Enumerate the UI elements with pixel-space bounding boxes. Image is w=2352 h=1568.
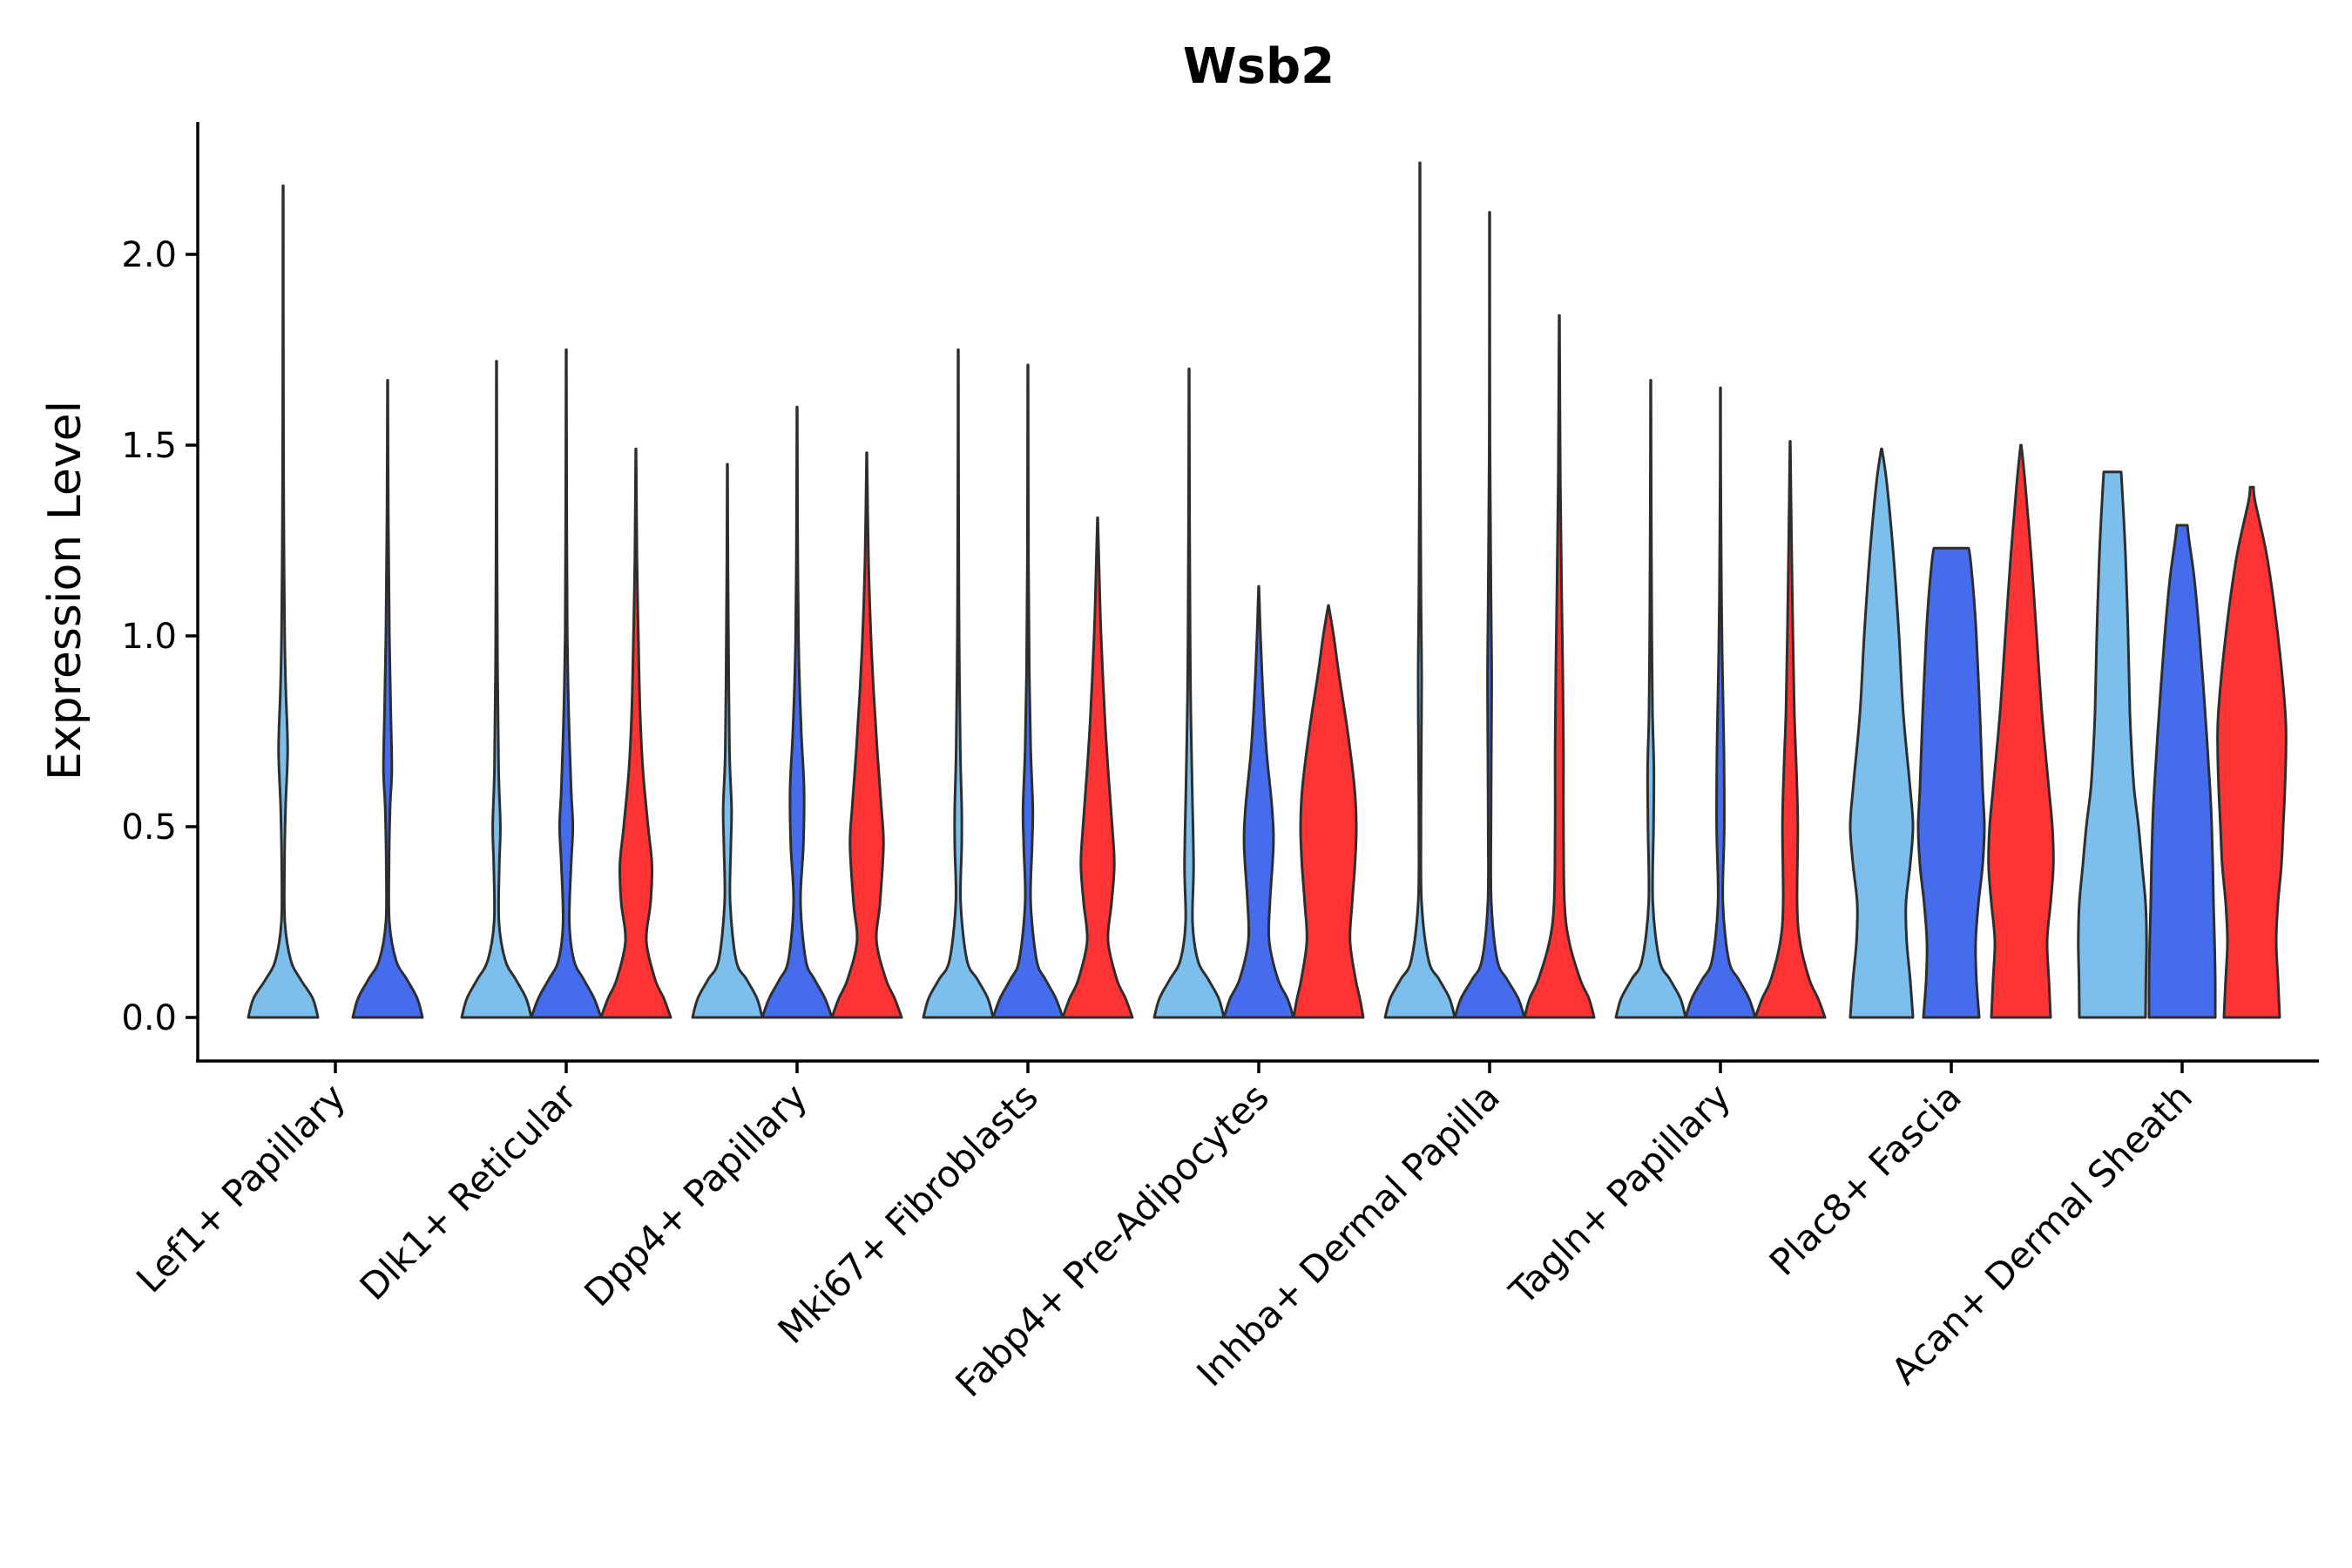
- y-tick-label: 0.0: [121, 998, 177, 1038]
- violin-3: [599, 447, 672, 1019]
- violin-3: [830, 451, 903, 1019]
- violins-layer: [247, 161, 2288, 1019]
- y-axis-label: Expression Level: [39, 401, 91, 781]
- violin-3: [1292, 604, 1365, 1019]
- violin-3: [1061, 516, 1134, 1019]
- x-tick-label: Lef1+ Papillary: [128, 1075, 354, 1301]
- violin-2: [1916, 546, 1986, 1019]
- y-ticks: 0.0 0.5 1.0 1.5 2.0: [121, 235, 198, 1038]
- violin-2: [1222, 585, 1295, 1019]
- x-tick-label: Dlk1+ Reticular: [352, 1075, 585, 1308]
- x-tick-label: Tagln+ Papillary: [1501, 1075, 1739, 1313]
- violin-2: [991, 363, 1064, 1019]
- violin-1: [1614, 379, 1687, 1019]
- x-tick-label: Plac8+ Fascia: [1761, 1075, 1970, 1283]
- violin-2: [760, 405, 834, 1019]
- violin-2: [1453, 211, 1526, 1019]
- x-tick-label: Mki67+ Fibroblasts: [770, 1075, 1046, 1351]
- violin-2: [530, 348, 603, 1019]
- violin-1: [691, 463, 764, 1019]
- y-tick-label: 1.5: [121, 426, 177, 466]
- x-tick-label: Dpp4+ Papillary: [576, 1075, 815, 1315]
- violin-2: [351, 379, 424, 1019]
- violin-1: [460, 360, 533, 1019]
- violin-1: [247, 184, 320, 1019]
- violin-3: [2216, 485, 2288, 1019]
- chart-title: Wsb2: [1183, 38, 1335, 95]
- violin-3: [1523, 314, 1596, 1019]
- violin-3: [1987, 443, 2055, 1019]
- violin-1: [922, 348, 995, 1019]
- y-tick-label: 0.5: [121, 808, 177, 848]
- y-tick-label: 2.0: [121, 235, 177, 275]
- y-tick-label: 1.0: [121, 617, 177, 657]
- violin-2: [1684, 386, 1757, 1019]
- violin-1: [1152, 367, 1226, 1019]
- violin-3: [1754, 440, 1827, 1019]
- violin-1: [2077, 470, 2148, 1019]
- violin-1: [1848, 447, 1915, 1019]
- violin-1: [1383, 161, 1456, 1019]
- violin-2: [2147, 524, 2217, 1019]
